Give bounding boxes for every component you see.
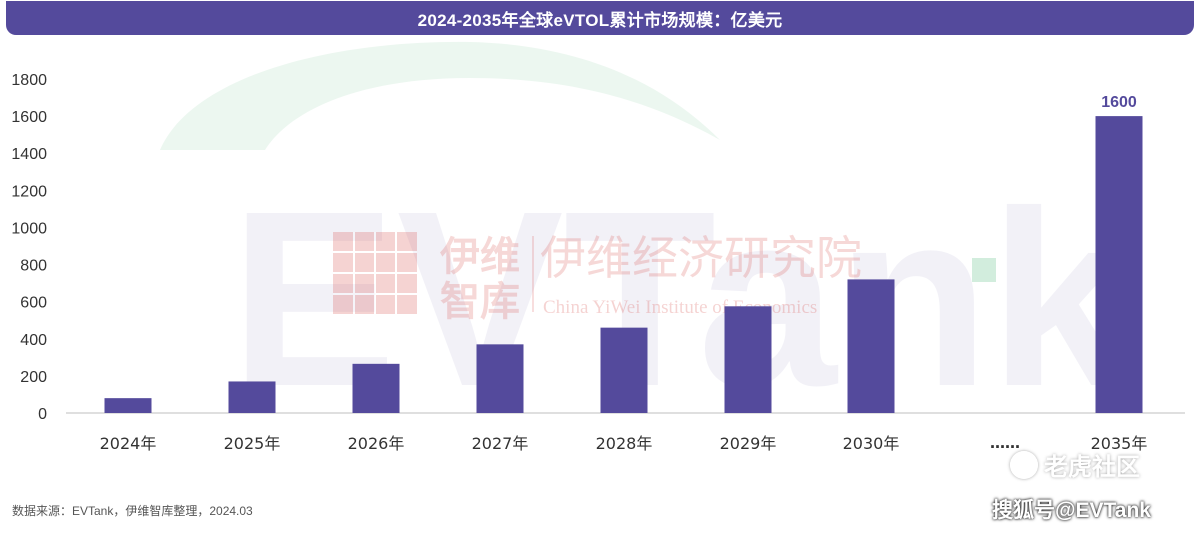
- y-axis: 0 200 400 600 800 1000 1200 1400 1600 1800: [11, 72, 47, 423]
- y-tick-label: 1400: [11, 146, 47, 163]
- y-tick-label: 600: [20, 295, 47, 312]
- axis-gap-marker: ……: [990, 434, 1020, 452]
- evtank-watermark: EVTank 伊维 智库 伊维经济研究院 China YiWei Institu…: [160, 41, 1129, 438]
- x-axis: 2024年 2025年 2026年 2027年 2028年 2029年 2030年 2035年: [100, 434, 1148, 453]
- community-logo-icon: [1010, 450, 1038, 479]
- source-note: 数据来源：EVTank，伊维智库整理，2024.03: [12, 504, 253, 518]
- title-bar: 2024-2035年全球eVTOL累计市场规模：亿美元: [6, 1, 1194, 35]
- bar-2027年: [476, 344, 524, 413]
- bar-2025年: [228, 381, 276, 413]
- y-tick-label: 1000: [11, 220, 47, 237]
- data-labels: 1600: [1101, 94, 1137, 111]
- community-watermark-text: 老虎社区: [1044, 454, 1140, 481]
- x-tick-label: 2029年: [720, 434, 777, 453]
- bar-2030年: [847, 279, 895, 413]
- bar-2029年: [724, 306, 772, 413]
- bar-2024年: [104, 398, 152, 413]
- y-tick-label: 400: [20, 332, 47, 349]
- y-tick-label: 200: [20, 369, 47, 386]
- bar-2026年: [352, 363, 400, 413]
- x-tick-label: 2026年: [348, 434, 405, 453]
- x-tick-label: 2030年: [843, 434, 900, 453]
- watermark-green-square: [972, 258, 996, 282]
- y-tick-label: 0: [38, 406, 47, 423]
- data-label: 1600: [1101, 94, 1137, 111]
- watermark-institute-cn: 伊维经济研究院: [540, 231, 862, 285]
- y-tick-label: 1600: [11, 109, 47, 126]
- x-tick-label: 2035年: [1091, 434, 1148, 453]
- bar-2035年: [1095, 116, 1143, 413]
- x-tick-label: 2024年: [100, 434, 157, 453]
- watermark-institute-en: China YiWei Institute of Economics: [543, 297, 817, 318]
- x-tick-label: 2025年: [224, 434, 281, 453]
- y-tick-label: 1200: [11, 183, 47, 200]
- watermark-green-arc: [160, 41, 720, 150]
- watermark-institute-short-2: 智库: [440, 279, 520, 325]
- y-tick-label: 800: [20, 258, 47, 275]
- sohu-watermark: 搜狐号@EVTank: [992, 499, 1151, 522]
- bars: [104, 116, 1143, 413]
- x-tick-label: 2027年: [472, 434, 529, 453]
- bar-2028年: [600, 327, 648, 413]
- chart-title: 2024-2035年全球eVTOL累计市场规模：亿美元: [417, 10, 783, 30]
- x-tick-label: 2028年: [596, 434, 653, 453]
- y-tick-label: 1800: [11, 72, 47, 89]
- community-watermark: 老虎社区: [1010, 447, 1140, 482]
- institute-logo: [333, 232, 417, 314]
- watermark-institute-short-1: 伊维: [439, 234, 520, 280]
